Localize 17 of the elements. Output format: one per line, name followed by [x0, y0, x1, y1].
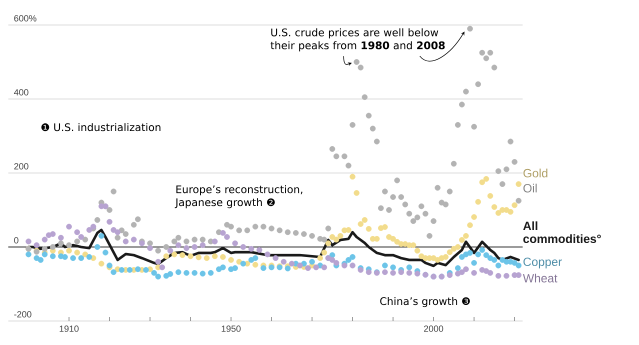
x-tick-label: 1910 [60, 326, 79, 332]
x-tick-label: 1950 [222, 326, 241, 332]
series-label: Gold [523, 168, 548, 178]
series-label: All commodities° [523, 221, 601, 244]
y-tick-label: 600% [14, 15, 36, 22]
y-tick-label: 0 [14, 237, 18, 244]
y-tick-label: 400 [14, 89, 28, 96]
x-tick-label: 2000 [424, 326, 444, 332]
annotation: ❶ U.S. industrialization [41, 123, 160, 132]
annotation: China’s growth ❸ [380, 297, 470, 308]
series-label: Wheat [522, 274, 558, 282]
series-label: Oil [523, 184, 537, 192]
series-label: Copper [523, 258, 562, 268]
annotation: U.S. crude prices are well below their peaks from 1980 and 2008 [270, 28, 445, 52]
annotation: Europe’s reconstruction, Japanese growth ❷ [174, 185, 302, 208]
y-tick-label: -200 [14, 311, 32, 318]
y-tick-label: 200 [14, 163, 28, 170]
